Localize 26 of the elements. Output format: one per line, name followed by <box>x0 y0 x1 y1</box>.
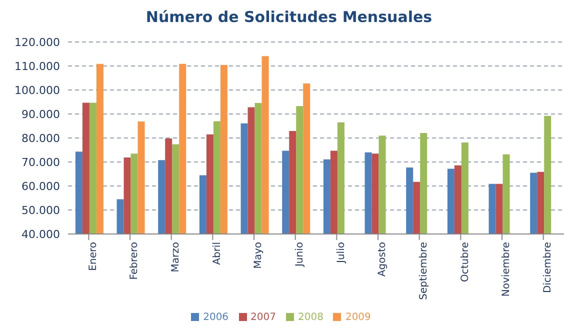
x-tick-label: Octubre <box>460 242 471 282</box>
x-tick-label: Mayo <box>253 242 264 269</box>
chart-title: Número de Solicitudes Mensuales <box>146 8 432 26</box>
x-tick-label: Julio <box>336 242 347 264</box>
y-tick-label: 80.000 <box>22 132 60 145</box>
y-tick-label: 90.000 <box>22 108 60 121</box>
legend-label: 2008 <box>298 312 324 323</box>
y-tick-label: 60.000 <box>22 180 60 193</box>
legend-label: 2007 <box>250 312 276 323</box>
x-tick-label: Noviembre <box>501 242 512 297</box>
x-tick-label: Febrero <box>129 242 140 280</box>
x-tick-label: Septiembre <box>418 242 430 300</box>
x-tick-label: Junio <box>294 242 306 268</box>
x-tick-label: Abril <box>212 242 223 265</box>
legend-label: 2009 <box>345 312 371 323</box>
y-tick-label: 120.000 <box>14 36 60 49</box>
y-tick-label: 100.000 <box>14 84 60 97</box>
x-tick-label: Diciembre <box>542 242 554 294</box>
x-tick-label: Marzo <box>170 242 182 272</box>
legend-label: 2006 <box>203 312 229 323</box>
x-tick-label: Enero <box>88 242 99 271</box>
y-tick-label: 110.000 <box>14 60 60 73</box>
y-tick-label: 70.000 <box>22 156 60 169</box>
x-tick-label: Agosto <box>377 242 388 277</box>
y-tick-label: 40.000 <box>22 228 60 241</box>
y-tick-label: 50.000 <box>22 204 60 217</box>
